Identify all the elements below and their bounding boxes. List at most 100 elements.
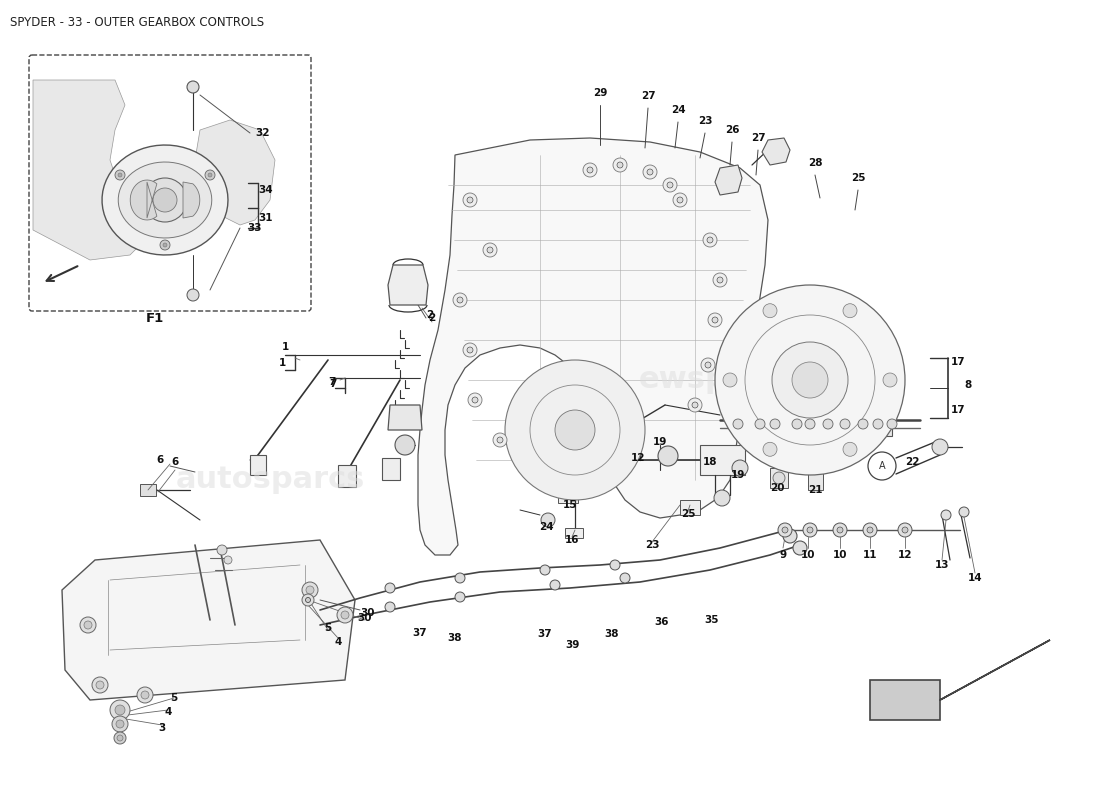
Text: 27: 27	[750, 133, 766, 143]
Text: 19: 19	[652, 437, 668, 447]
Text: 30: 30	[361, 608, 375, 618]
Text: 12: 12	[630, 453, 646, 463]
Circle shape	[840, 419, 850, 429]
Text: 23: 23	[645, 540, 659, 550]
Circle shape	[705, 362, 711, 368]
Bar	[565, 528, 583, 538]
Circle shape	[96, 681, 104, 689]
Circle shape	[116, 170, 125, 180]
Text: 31: 31	[258, 213, 273, 223]
Circle shape	[717, 277, 723, 283]
Circle shape	[468, 197, 473, 203]
Circle shape	[587, 167, 593, 173]
Text: 1: 1	[282, 342, 288, 352]
Circle shape	[337, 607, 353, 623]
Circle shape	[873, 419, 883, 429]
Circle shape	[803, 523, 817, 537]
Circle shape	[118, 173, 122, 177]
Text: 35: 35	[705, 615, 719, 625]
Text: 2: 2	[427, 310, 433, 320]
Polygon shape	[388, 265, 428, 305]
Circle shape	[80, 617, 96, 633]
Circle shape	[647, 169, 653, 175]
Bar	[700, 445, 745, 475]
FancyBboxPatch shape	[29, 55, 311, 311]
Circle shape	[658, 446, 678, 466]
Bar	[810, 412, 828, 436]
Bar	[808, 470, 823, 490]
Circle shape	[902, 527, 908, 533]
Circle shape	[708, 313, 722, 327]
Text: 28: 28	[807, 158, 823, 168]
Polygon shape	[102, 145, 228, 255]
Bar	[770, 468, 788, 488]
Polygon shape	[715, 165, 742, 195]
Text: A: A	[879, 461, 886, 471]
Circle shape	[667, 182, 673, 188]
Bar	[738, 412, 760, 436]
Polygon shape	[762, 138, 790, 165]
Text: 17: 17	[950, 405, 966, 415]
Text: 27: 27	[640, 91, 656, 101]
Circle shape	[793, 541, 807, 555]
Circle shape	[867, 527, 873, 533]
Text: 3: 3	[158, 723, 166, 733]
Text: 14: 14	[968, 573, 982, 583]
Circle shape	[497, 437, 503, 443]
Circle shape	[883, 373, 896, 387]
Bar	[382, 458, 400, 480]
Circle shape	[163, 243, 167, 247]
Text: 37: 37	[412, 628, 427, 638]
Text: 13: 13	[935, 560, 949, 570]
Bar	[250, 455, 266, 475]
Circle shape	[556, 410, 595, 450]
Text: 29: 29	[593, 88, 607, 98]
Text: 7: 7	[329, 379, 337, 389]
Polygon shape	[870, 640, 1050, 720]
Text: 25: 25	[850, 173, 866, 183]
Text: 8: 8	[965, 380, 971, 390]
Circle shape	[782, 527, 788, 533]
Polygon shape	[130, 180, 157, 220]
Polygon shape	[33, 80, 148, 260]
Text: 36: 36	[654, 617, 669, 627]
Circle shape	[116, 705, 125, 715]
Circle shape	[837, 527, 843, 533]
Text: 6: 6	[172, 457, 178, 467]
Circle shape	[858, 419, 868, 429]
Circle shape	[550, 580, 560, 590]
Text: 1: 1	[278, 358, 286, 368]
Circle shape	[341, 611, 349, 619]
Text: ewspares: ewspares	[638, 366, 802, 394]
Circle shape	[732, 460, 748, 476]
Text: 38: 38	[448, 633, 462, 643]
Text: 30: 30	[358, 613, 372, 623]
Text: 9: 9	[780, 550, 786, 560]
Circle shape	[468, 347, 473, 353]
Circle shape	[613, 158, 627, 172]
Text: 15: 15	[563, 500, 578, 510]
Text: 17: 17	[950, 357, 966, 367]
Circle shape	[723, 373, 737, 387]
Text: 22: 22	[904, 457, 920, 467]
Text: 21: 21	[807, 485, 823, 495]
Circle shape	[306, 586, 313, 594]
Circle shape	[114, 732, 126, 744]
Circle shape	[208, 173, 212, 177]
Text: 5: 5	[324, 623, 331, 633]
Text: 4: 4	[334, 637, 342, 647]
Text: 16: 16	[564, 535, 580, 545]
Text: 7: 7	[328, 377, 336, 387]
Circle shape	[833, 523, 847, 537]
Circle shape	[712, 317, 718, 323]
Text: 32: 32	[255, 128, 271, 138]
Circle shape	[116, 720, 124, 728]
Circle shape	[703, 233, 717, 247]
Text: 11: 11	[862, 550, 878, 560]
Text: SPYDER - 33 - OUTER GEARBOX CONTROLS: SPYDER - 33 - OUTER GEARBOX CONTROLS	[10, 15, 264, 29]
Circle shape	[932, 439, 948, 455]
Circle shape	[187, 289, 199, 301]
Text: 26: 26	[725, 125, 739, 135]
Circle shape	[112, 716, 128, 732]
Circle shape	[84, 621, 92, 629]
